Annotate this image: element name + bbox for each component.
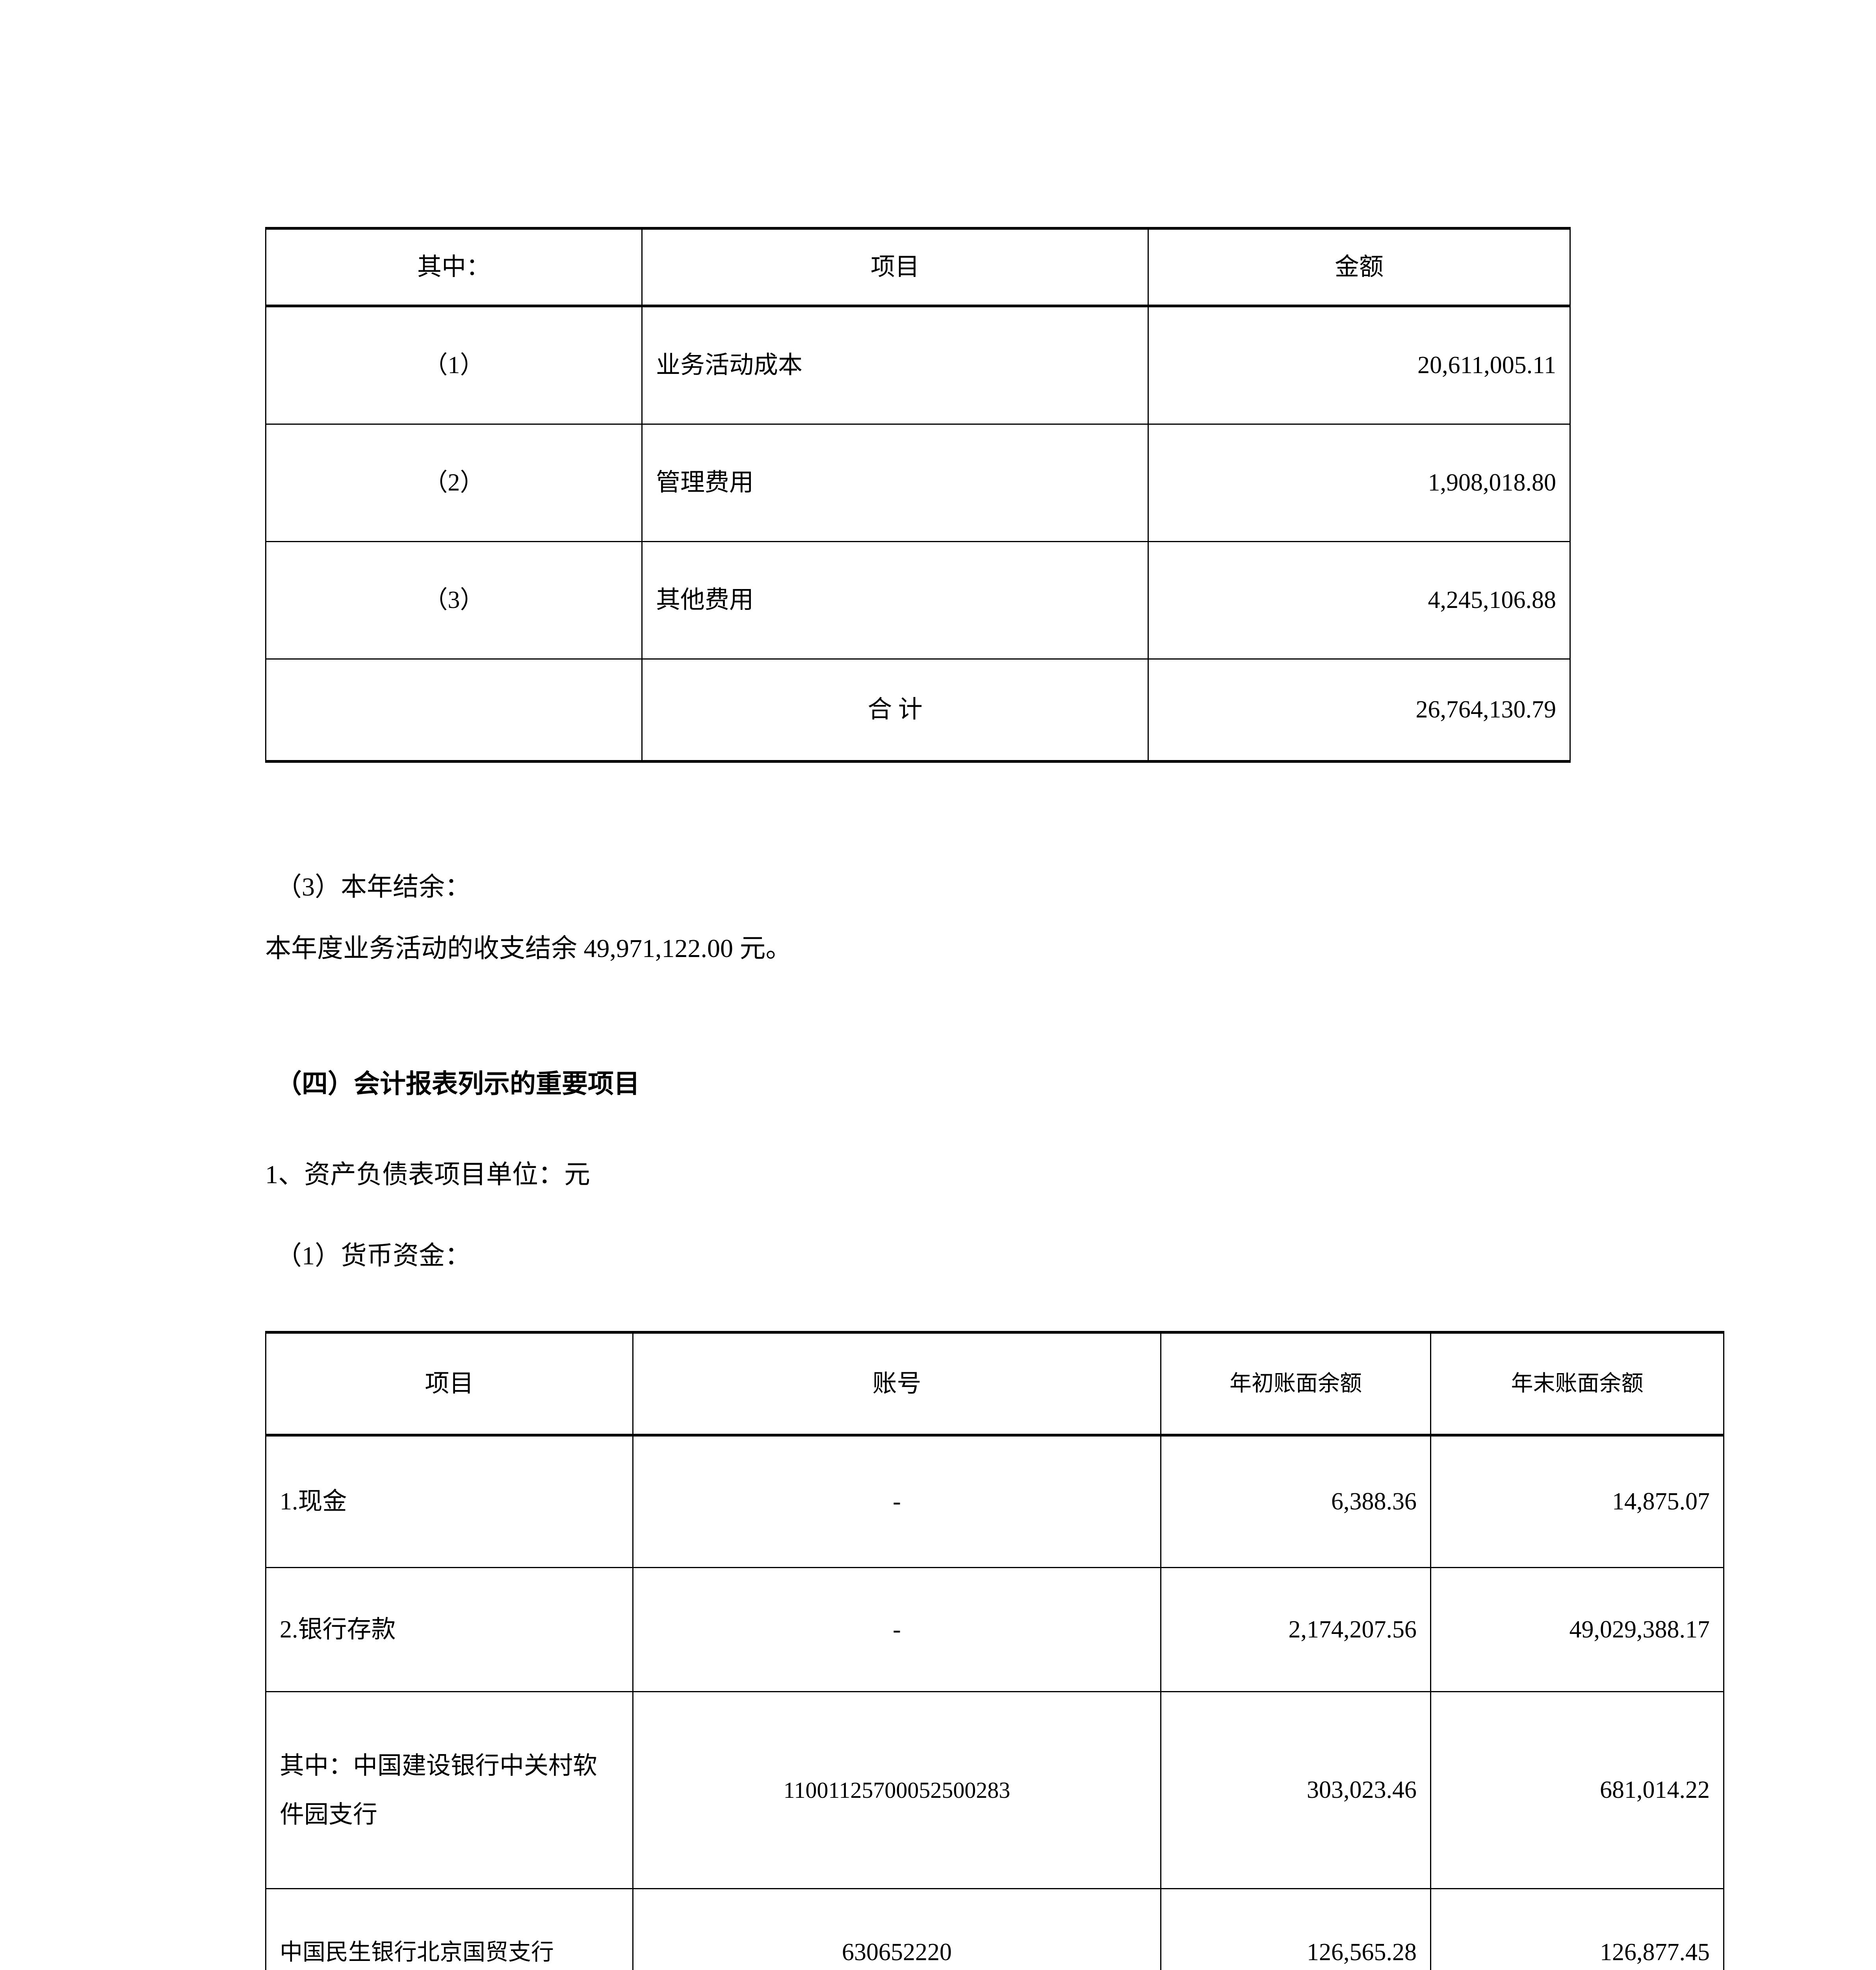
row-number (265, 658, 643, 763)
surplus-heading: （3）本年结余： (276, 873, 471, 901)
row-begin-balance: 126,565.28 (1160, 1888, 1431, 1970)
row-account: 630652220 (632, 1888, 1161, 1970)
row-amount: 4,245,106.88 (1148, 541, 1571, 660)
header-cell-end-balance: 年末账面余额 (1430, 1331, 1724, 1436)
header-cell-item: 项目 (265, 1331, 633, 1436)
row-end-balance: 681,014.22 (1430, 1691, 1724, 1889)
row-amount-total: 26,764,130.79 (1148, 658, 1571, 763)
row-end-balance: 49,029,388.17 (1430, 1567, 1724, 1692)
row-item: 中国民生银行北京国贸支行 (265, 1888, 633, 1970)
monetary-funds-table: 项目 账号 年初账面余额 年末账面余额 1.现金 - 6,388.36 14,8… (265, 1331, 1724, 1970)
row-item: 其中：中国建设银行中关村软件园支行 (265, 1691, 633, 1889)
row-item: 业务活动成本 (641, 305, 1149, 425)
row-number: （1） (265, 305, 643, 425)
row-end-balance: 14,875.07 (1430, 1434, 1724, 1568)
item-1-line: 1、资产负债表项目单位：元 (265, 1160, 590, 1189)
table-row: （2） 管理费用 1,908,018.80 (265, 424, 1571, 542)
table-row: 1.现金 - 6,388.36 14,875.07 (265, 1434, 1724, 1568)
header-cell-which: 其中： (265, 227, 643, 307)
row-amount: 1,908,018.80 (1148, 424, 1571, 542)
surplus-text: 本年度业务活动的收支结余 49,971,122.00 元。 (265, 934, 792, 963)
header-cell-begin-balance: 年初账面余额 (1160, 1331, 1431, 1436)
row-item: 1.现金 (265, 1434, 633, 1568)
row-account: - (632, 1434, 1161, 1568)
expense-breakdown-table: 其中： 项目 金额 （1） 业务活动成本 20,611,005.11 （2） 管… (265, 227, 1571, 763)
table-row: 2.银行存款 - 2,174,207.56 49,029,388.17 (265, 1567, 1724, 1692)
row-account: 11001125700052500283 (632, 1691, 1161, 1889)
table-row: 其中：中国建设银行中关村软件园支行 11001125700052500283 3… (265, 1691, 1724, 1889)
row-number: （3） (265, 541, 643, 660)
table-header-row: 项目 账号 年初账面余额 年末账面余额 (265, 1331, 1724, 1436)
row-amount: 20,611,005.11 (1148, 305, 1571, 425)
row-item: 2.银行存款 (265, 1567, 633, 1692)
row-item: 管理费用 (641, 424, 1149, 542)
item-1-1-line: （1）货币资金： (276, 1241, 471, 1270)
table-row: （3） 其他费用 4,245,106.88 (265, 541, 1571, 660)
table-total-row: 合 计 26,764,130.79 (265, 658, 1571, 763)
row-begin-balance: 303,023.46 (1160, 1691, 1431, 1889)
row-item-total: 合 计 (641, 658, 1149, 763)
table-header-row: 其中： 项目 金额 (265, 227, 1571, 307)
row-begin-balance: 6,388.36 (1160, 1434, 1431, 1568)
section-four-heading: （四）会计报表列示的重要项目 (276, 1070, 640, 1098)
table-row: （1） 业务活动成本 20,611,005.11 (265, 305, 1571, 425)
header-cell-item: 项目 (641, 227, 1149, 307)
header-cell-account: 账号 (632, 1331, 1161, 1436)
header-cell-amount: 金额 (1148, 227, 1571, 307)
row-account: - (632, 1567, 1161, 1692)
row-number: （2） (265, 424, 643, 542)
table-row: 中国民生银行北京国贸支行 630652220 126,565.28 126,87… (265, 1888, 1724, 1970)
row-end-balance: 126,877.45 (1430, 1888, 1724, 1970)
row-item: 其他费用 (641, 541, 1149, 660)
row-begin-balance: 2,174,207.56 (1160, 1567, 1431, 1692)
